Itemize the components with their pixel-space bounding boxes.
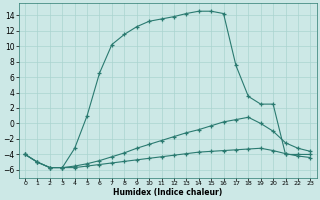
X-axis label: Humidex (Indice chaleur): Humidex (Indice chaleur): [113, 188, 222, 197]
